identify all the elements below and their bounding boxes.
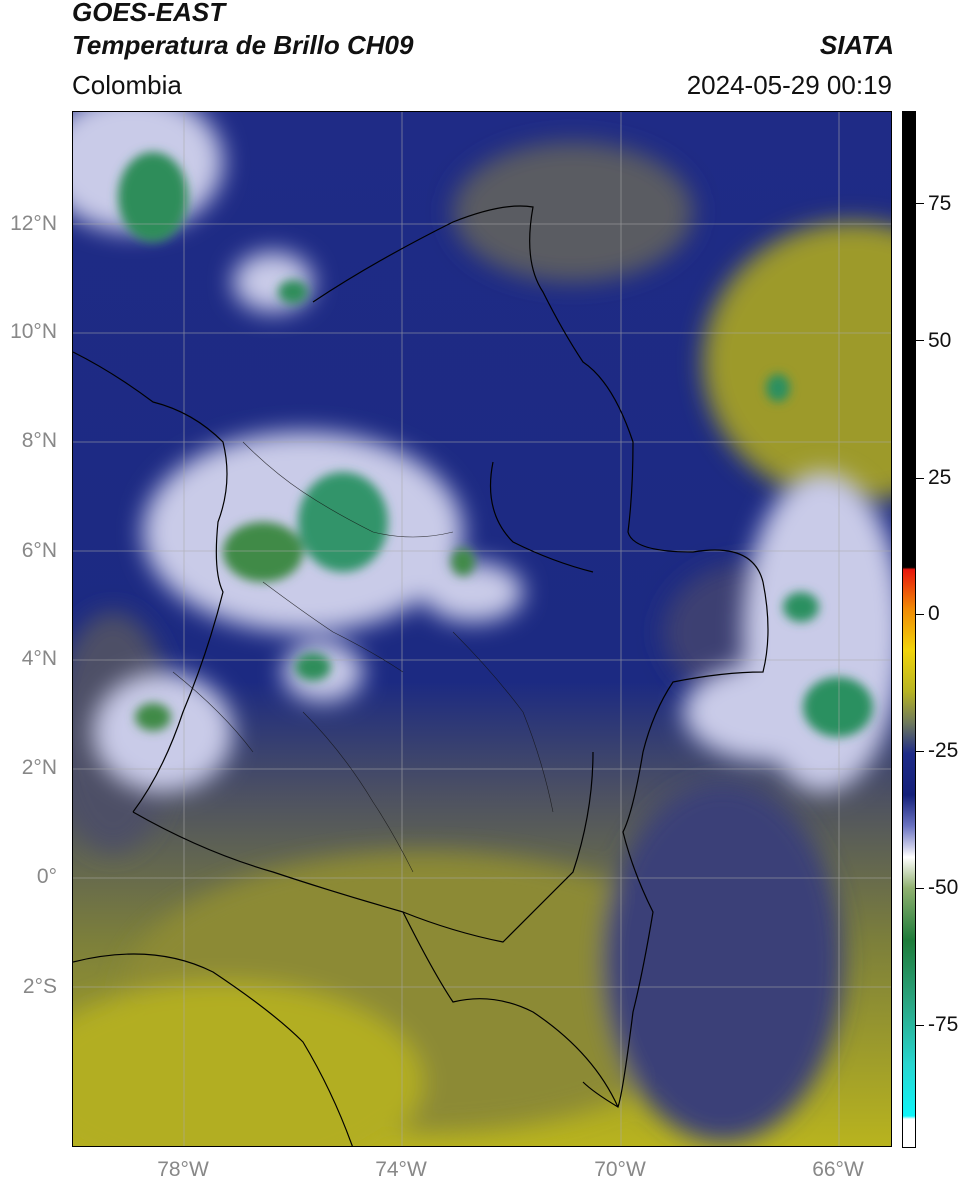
- lat-label: 2°N: [21, 756, 57, 779]
- lat-label: 8°N: [21, 429, 57, 452]
- lat-label: 4°N: [21, 647, 57, 670]
- lat-label: 6°N: [21, 539, 57, 562]
- colorbar-tick: [916, 888, 924, 889]
- colorbar-tick: [916, 478, 924, 479]
- colorbar-label: 25: [928, 466, 952, 489]
- lat-label: 0°: [36, 865, 57, 888]
- lat-label: 12°N: [10, 212, 57, 235]
- map-canvas: [73, 112, 891, 1146]
- satellite-map: [72, 111, 892, 1147]
- cloud-core: [118, 152, 188, 242]
- colorbar-tick: [916, 1025, 924, 1026]
- lon-label: 70°W: [594, 1158, 646, 1181]
- colorbar-label: 0: [928, 602, 940, 625]
- datetime-label: 2024-05-29 00:19: [686, 70, 892, 100]
- org-label: SIATA: [819, 30, 894, 60]
- colorbar-tick: [916, 614, 924, 615]
- region-label: Colombia: [72, 70, 182, 100]
- colorbar-tick: [916, 203, 924, 204]
- lat-label: 10°N: [10, 320, 57, 343]
- title-line1: GOES-EAST: [72, 0, 226, 27]
- lon-label: 66°W: [812, 1158, 864, 1181]
- lat-label: 2°S: [22, 975, 57, 998]
- colorbar: [902, 111, 916, 1148]
- colorbar-tick: [916, 340, 924, 341]
- colorbar-label: -25: [928, 739, 959, 762]
- lon-label: 74°W: [375, 1158, 427, 1181]
- colorbar-tick: [916, 751, 924, 752]
- colorbar-label: -75: [928, 1013, 959, 1036]
- colorbar-label: -50: [928, 876, 959, 899]
- lon-label: 78°W: [157, 1158, 209, 1181]
- title-line2: Temperatura de Brillo CH09: [72, 30, 414, 60]
- colorbar-label: 75: [928, 192, 952, 215]
- colorbar-label: 50: [928, 329, 952, 352]
